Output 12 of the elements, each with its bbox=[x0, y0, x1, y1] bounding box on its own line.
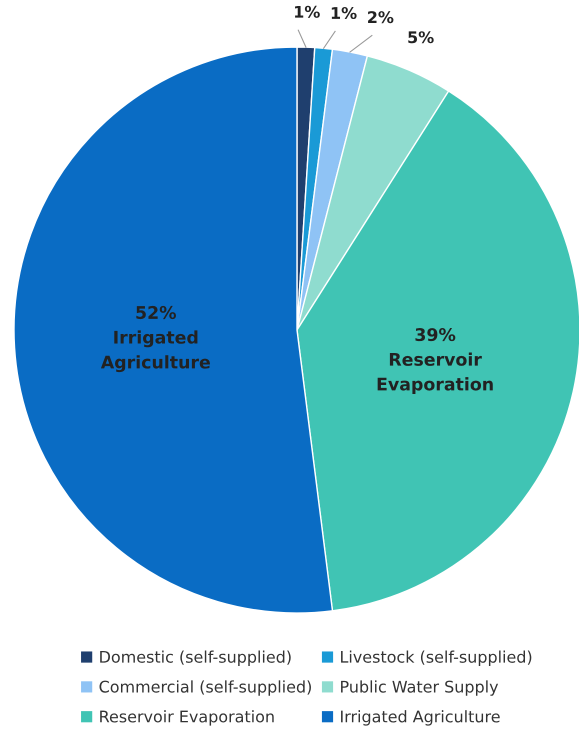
data-label: 2% bbox=[368, 11, 394, 24]
data-label: 52% Irrigated Agriculture bbox=[100, 306, 210, 372]
legend-label: Livestock (self-supplied) bbox=[341, 650, 532, 666]
legend-label: Public Water Supply bbox=[341, 680, 498, 696]
data-label: 1% bbox=[295, 6, 320, 18]
legend-label: Commercial (self-supplied) bbox=[100, 680, 311, 696]
legend-label: Reservoir Evaporation bbox=[100, 710, 274, 726]
data-label: 5% bbox=[408, 31, 434, 44]
legend-label: Irrigated Agriculture bbox=[341, 710, 500, 726]
legend-label: Domestic (self-supplied) bbox=[100, 650, 291, 666]
data-label: 39% Reservoir Evaporation bbox=[378, 328, 493, 394]
data-label: 1% bbox=[332, 6, 357, 20]
